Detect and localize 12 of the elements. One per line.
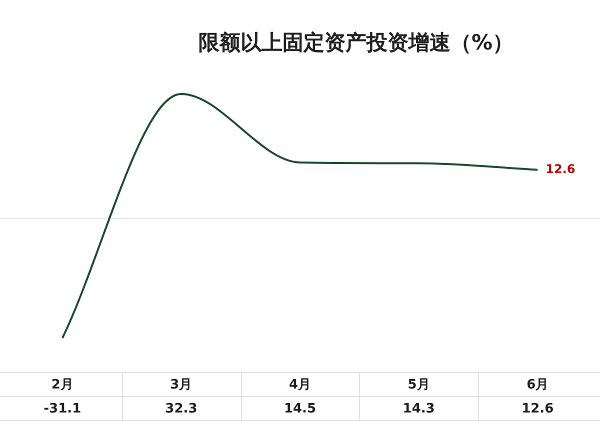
data-label: 32.3: [165, 401, 198, 416]
x-tick-label: 6月: [526, 377, 549, 392]
x-tick-label: 2月: [51, 377, 74, 392]
data-label: 14.5: [284, 401, 316, 416]
chart-title: 限额以上固定资产投资增速（%）: [198, 30, 514, 54]
data-label: 12.6: [522, 401, 554, 416]
x-tick-label: 5月: [408, 377, 430, 392]
data-label: 14.3: [402, 401, 435, 416]
data-label: -31.1: [44, 401, 82, 416]
x-tick-label: 3月: [170, 377, 192, 392]
x-tick-label: 4月: [288, 377, 312, 392]
annotation: 12.6: [546, 162, 576, 176]
